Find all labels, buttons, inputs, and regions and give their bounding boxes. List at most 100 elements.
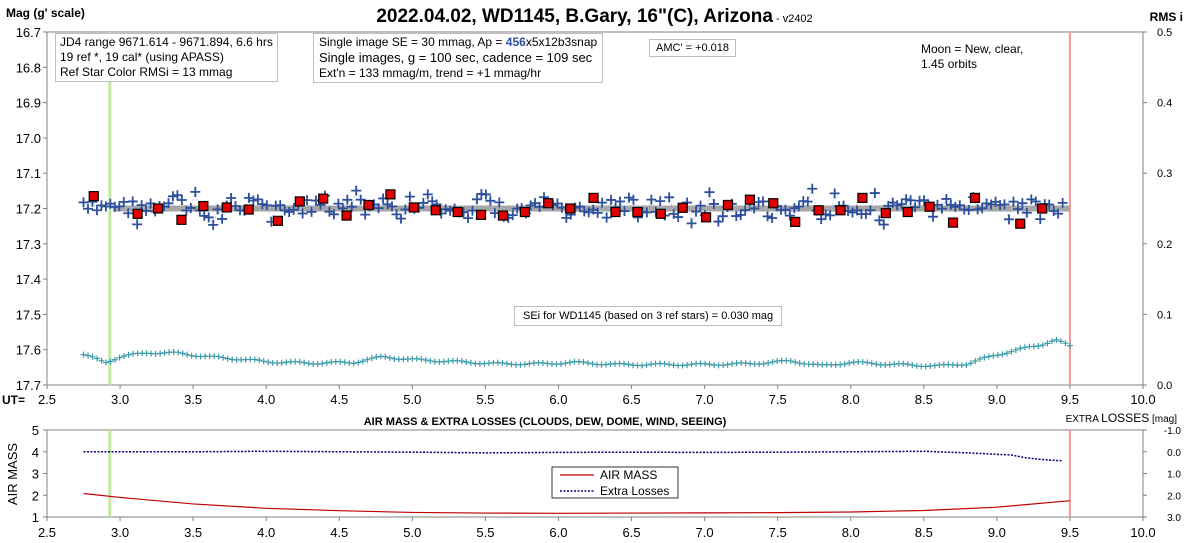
y-tick-label: 16.9 (16, 96, 41, 111)
raw-data-point (525, 200, 536, 211)
binned-data-point (88, 191, 99, 202)
am-y-tick-label: 2 (32, 488, 39, 503)
rms-data-point (467, 359, 474, 366)
rms-data-point (589, 360, 596, 367)
raw-data-point (1057, 197, 1068, 208)
rms-data-point (765, 359, 772, 366)
binned-data-point (385, 189, 396, 200)
raw-data-point (713, 216, 724, 227)
el-y-tick-label: 1.0 (1167, 470, 1181, 481)
raw-data-point (972, 204, 983, 215)
raw-data-point (740, 205, 751, 216)
note-moon: Moon = New, clear, 1.45 orbits (912, 38, 1033, 76)
rms-data-point (584, 359, 591, 366)
am-x-tick-label: 9.0 (988, 525, 1006, 540)
rms-data-point (463, 358, 470, 365)
x-tick-label: 3.0 (111, 392, 129, 407)
rms-data-point (121, 353, 128, 360)
raw-data-point (387, 201, 398, 212)
y2-tick-label: 0.3 (1157, 168, 1172, 180)
rms-data-point (526, 360, 533, 367)
raw-data-point (802, 196, 813, 207)
el-y-tick-label: 2.0 (1167, 491, 1181, 502)
raw-data-point (1012, 204, 1023, 215)
raw-data-point (284, 207, 295, 218)
raw-data-point (789, 203, 800, 214)
rms-data-point (1066, 342, 1073, 349)
binned-data-point (519, 206, 530, 218)
raw-data-point (96, 200, 107, 211)
y2-axis-title-main: LOSSES (1101, 411, 1149, 425)
binned-data-point (475, 209, 487, 220)
rms-data-point (107, 358, 114, 365)
raw-connector-line (83, 187, 1063, 226)
binned-data-point (902, 206, 913, 218)
y2-axis-title-unit: [mag] (1149, 414, 1177, 425)
rms-data-point (963, 361, 970, 368)
rms-data-point (976, 356, 983, 363)
binned-data-point (880, 207, 891, 219)
raw-data-point (780, 204, 791, 215)
x-tick-label: 7.5 (769, 392, 787, 407)
raw-data-point (261, 200, 272, 211)
raw-data-point (494, 197, 505, 208)
raw-data-point (257, 199, 268, 210)
raw-data-point (404, 191, 415, 202)
raw-data-point (807, 183, 818, 194)
raw-data-point (597, 197, 608, 208)
raw-data-point (941, 193, 952, 204)
am-x-tick-label: 5.5 (476, 525, 494, 540)
binned-data-point (565, 203, 576, 214)
raw-data-point (226, 193, 237, 204)
rms-data-point (251, 356, 258, 363)
rms-data-point (382, 353, 389, 360)
y-tick-label: 17.6 (16, 343, 41, 358)
rms-data-point (98, 357, 105, 364)
y-tick-label: 17.1 (16, 166, 41, 181)
rms-data-point (1057, 338, 1064, 345)
x-tick-label: 7.0 (696, 392, 714, 407)
am-x-tick-label: 7.0 (696, 525, 714, 540)
binned-data-point (341, 210, 352, 221)
rms-data-point (503, 360, 510, 367)
binned-data-point (452, 206, 463, 218)
y2-tick-label: 0.0 (1157, 380, 1172, 392)
rms-data-point (175, 349, 182, 356)
am-x-tick-label: 8.5 (915, 525, 933, 540)
raw-data-point (686, 218, 697, 229)
note-sei: SEi for WD1145 (based on 3 ref stars) = … (514, 306, 783, 326)
raw-data-point (252, 194, 263, 205)
raw-data-point (199, 210, 210, 221)
rms-data-point (1021, 344, 1028, 351)
am-y-tick-label: 5 (32, 423, 39, 438)
raw-data-point (123, 208, 134, 219)
rms-data-point (661, 360, 668, 367)
raw-data-point (950, 201, 961, 212)
rms-data-point (796, 360, 803, 367)
binned-data-point (947, 217, 959, 228)
raw-data-point (999, 199, 1010, 210)
binned-data-point (610, 206, 621, 218)
chart-title: 2022.04.02, WD1145, B.Gary, 16"(C), Ariz… (376, 6, 813, 27)
y2-axis-title: EXTRA LOSSES [mag] (1066, 411, 1178, 425)
y2-tick-label: 0.5 (1157, 27, 1172, 39)
y2-tick-label: 0.2 (1157, 239, 1172, 251)
rms-data-point (224, 355, 231, 362)
rms-data-point (972, 358, 979, 365)
raw-data-point (136, 200, 147, 211)
raw-data-point (927, 211, 938, 222)
x-tick-label: 2.5 (38, 392, 56, 407)
raw-data-point (592, 207, 603, 218)
x-tick-label: 3.5 (184, 392, 202, 407)
am-x-tick-label: 7.5 (769, 525, 787, 540)
raw-data-point (784, 210, 795, 221)
binned-data-point (1037, 203, 1048, 214)
binned-data-point (700, 212, 712, 223)
raw-data-point (342, 194, 353, 205)
raw-data-point (704, 187, 715, 198)
binned-data-point (132, 208, 143, 219)
rms-data-point (999, 351, 1006, 358)
rms-data-point (760, 360, 767, 367)
x-tick-label: 8.0 (842, 392, 860, 407)
rms-data-point (864, 359, 871, 366)
